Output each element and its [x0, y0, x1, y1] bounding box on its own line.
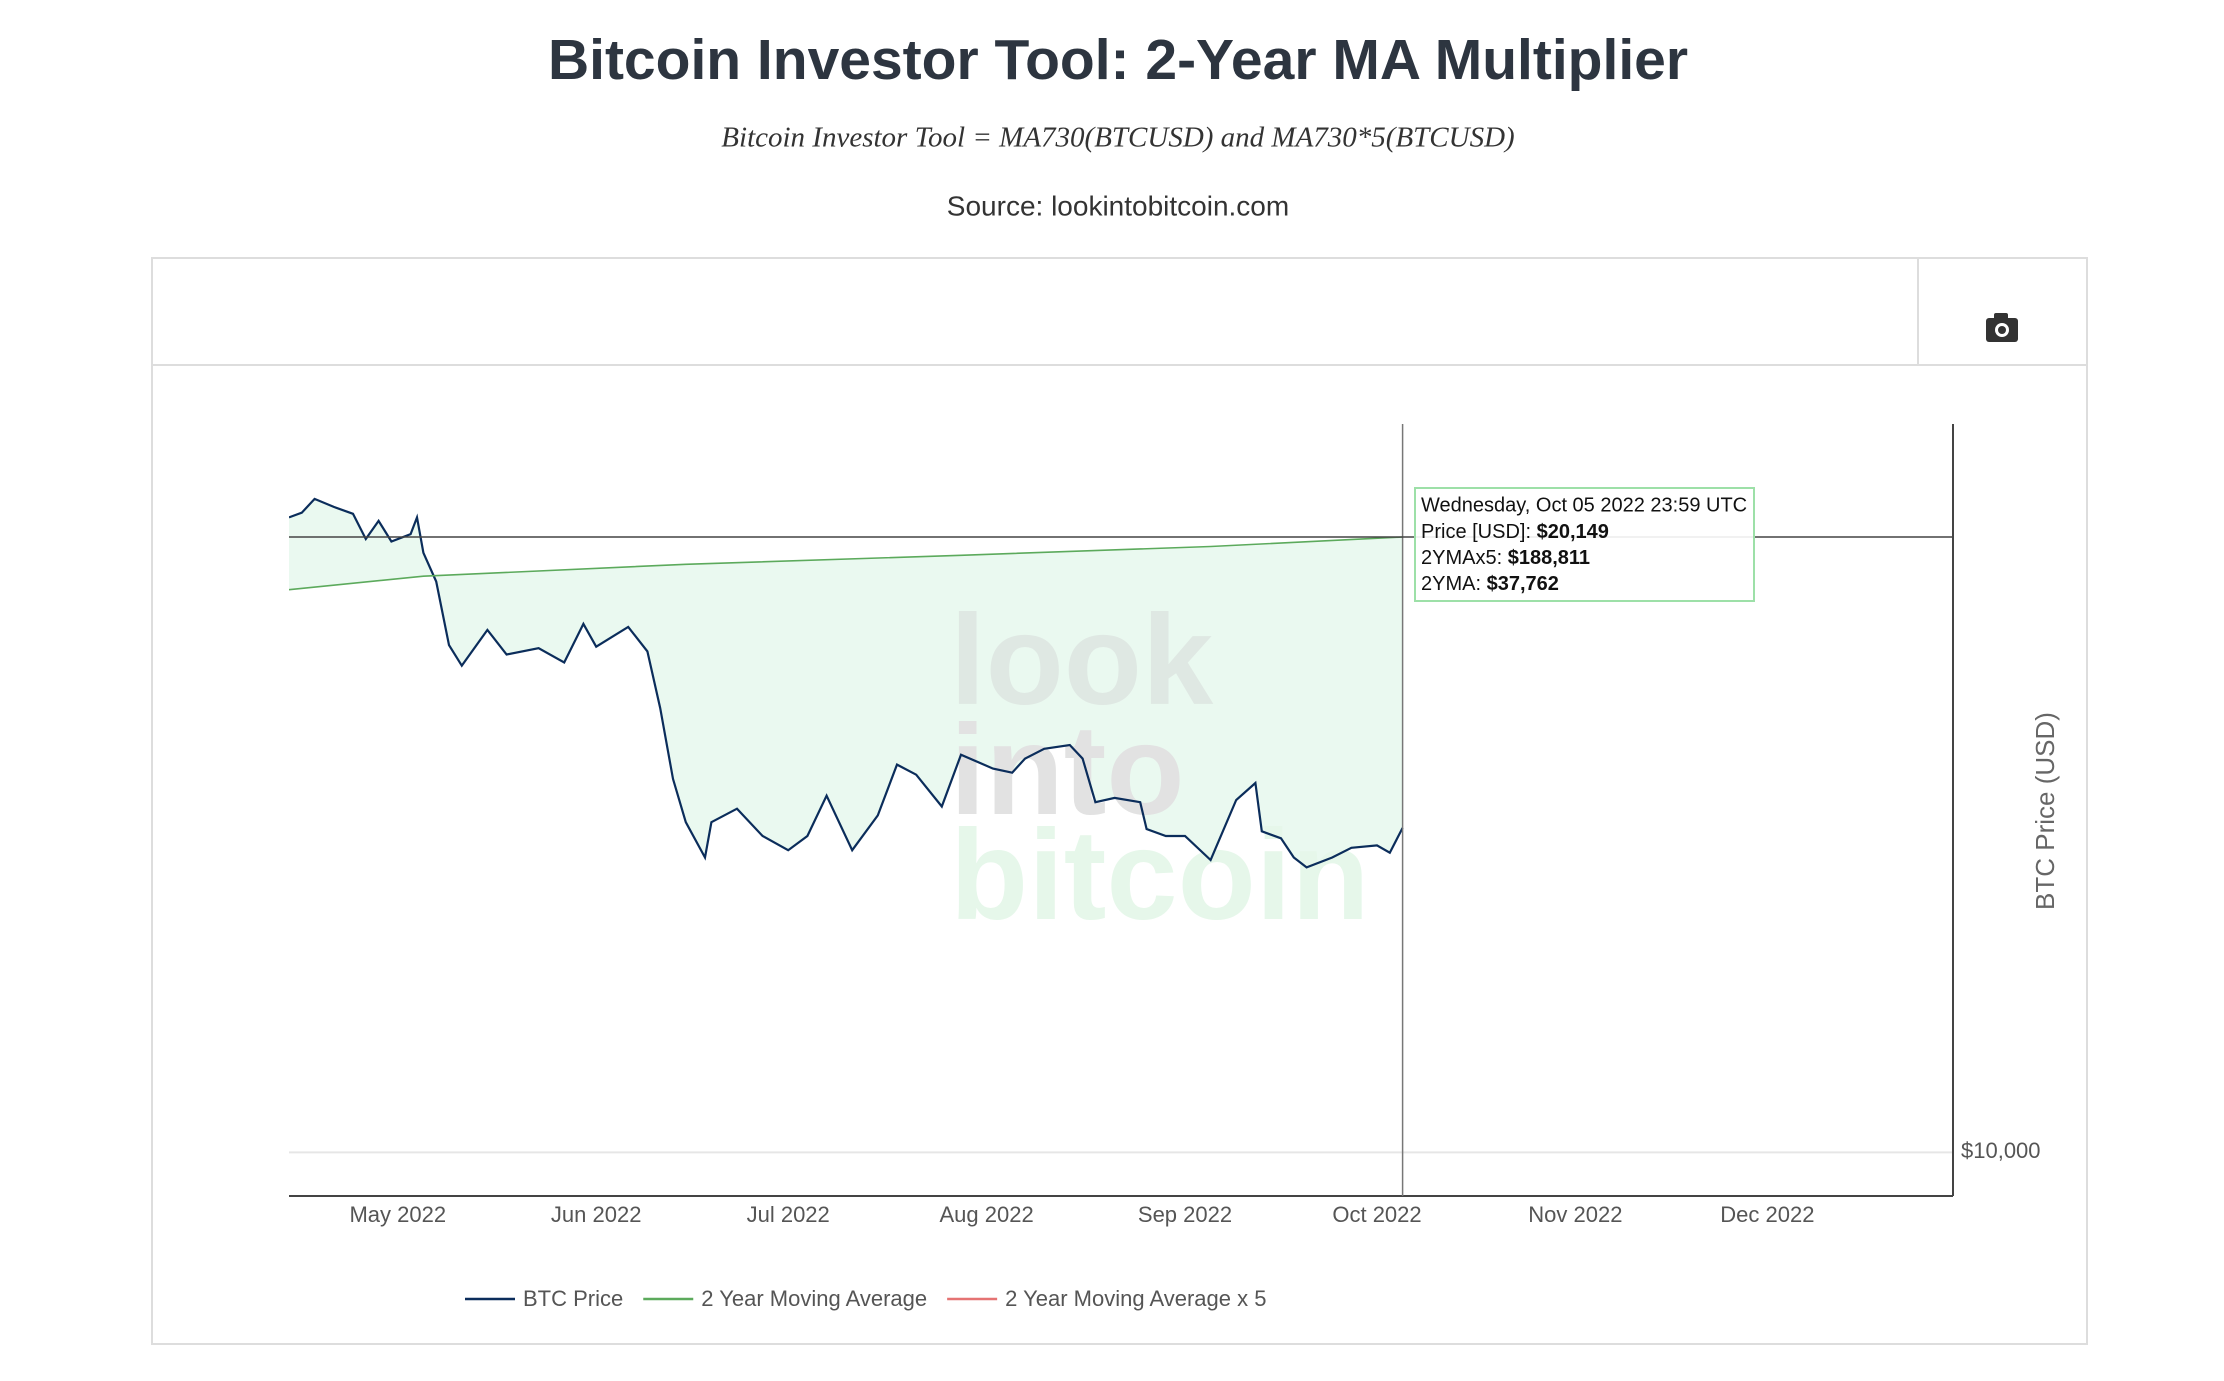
- x-tick-label: Aug 2022: [939, 1202, 1033, 1227]
- tooltip-value: $188,811: [1508, 547, 1590, 569]
- tooltip-box: [1414, 487, 1755, 602]
- tooltip-row: 2YMA: $37,762: [1421, 573, 1559, 595]
- source: Source: lookintobitcoin.com: [947, 190, 1289, 221]
- subtitle: Bitcoin Investor Tool = MA730(BTCUSD) an…: [721, 122, 1514, 154]
- chart-frame: [151, 257, 2088, 1345]
- series-line: [289, 497, 1404, 869]
- tooltip-value: $37,762: [1487, 573, 1559, 595]
- x-tick-label: Jun 2022: [551, 1202, 642, 1227]
- tooltip-label: Price [USD]:: [1421, 521, 1537, 543]
- price-ma-fill: [289, 498, 1403, 868]
- camera-button[interactable]: [1986, 313, 2018, 342]
- x-tick-label: Dec 2022: [1720, 1202, 1814, 1227]
- x-tick-label: May 2022: [349, 1202, 446, 1227]
- x-tick-label: Jul 2022: [747, 1202, 830, 1227]
- plot-lines: [289, 497, 1404, 869]
- chart-title: Bitcoin Investor Tool: 2-Year MA Multipl…: [548, 28, 1688, 92]
- watermark-text: into: [950, 699, 1185, 842]
- series-line: [289, 536, 1403, 591]
- tooltip-label: 2YMA:: [1421, 573, 1487, 595]
- tooltip-value: $20,149: [1537, 521, 1609, 543]
- plot-area: [289, 498, 1403, 868]
- watermark-text: look: [950, 589, 1214, 732]
- tooltip-title: Wednesday, Oct 05 2022 23:59 UTC: [1421, 494, 1747, 516]
- legend-label: 2 Year Moving Average: [701, 1286, 927, 1311]
- watermark: look into bitcoin: [950, 589, 1370, 947]
- legend-label: 2 Year Moving Average x 5: [1005, 1286, 1266, 1311]
- tooltip-row: 2YMAx5: $188,811: [1421, 547, 1590, 569]
- tooltip-row: Price [USD]: $20,149: [1421, 521, 1609, 543]
- watermark-text: bitcoin: [950, 804, 1370, 947]
- x-tick-label: Sep 2022: [1138, 1202, 1232, 1227]
- x-tick-label: Oct 2022: [1332, 1202, 1421, 1227]
- tooltip-label: 2YMAx5:: [1421, 547, 1508, 569]
- x-tick-label: Nov 2022: [1528, 1202, 1622, 1227]
- y-axis-label: BTC Price (USD): [2030, 712, 2060, 910]
- legend-label: BTC Price: [523, 1286, 623, 1311]
- y-tick-label: $10,000: [1961, 1138, 2041, 1163]
